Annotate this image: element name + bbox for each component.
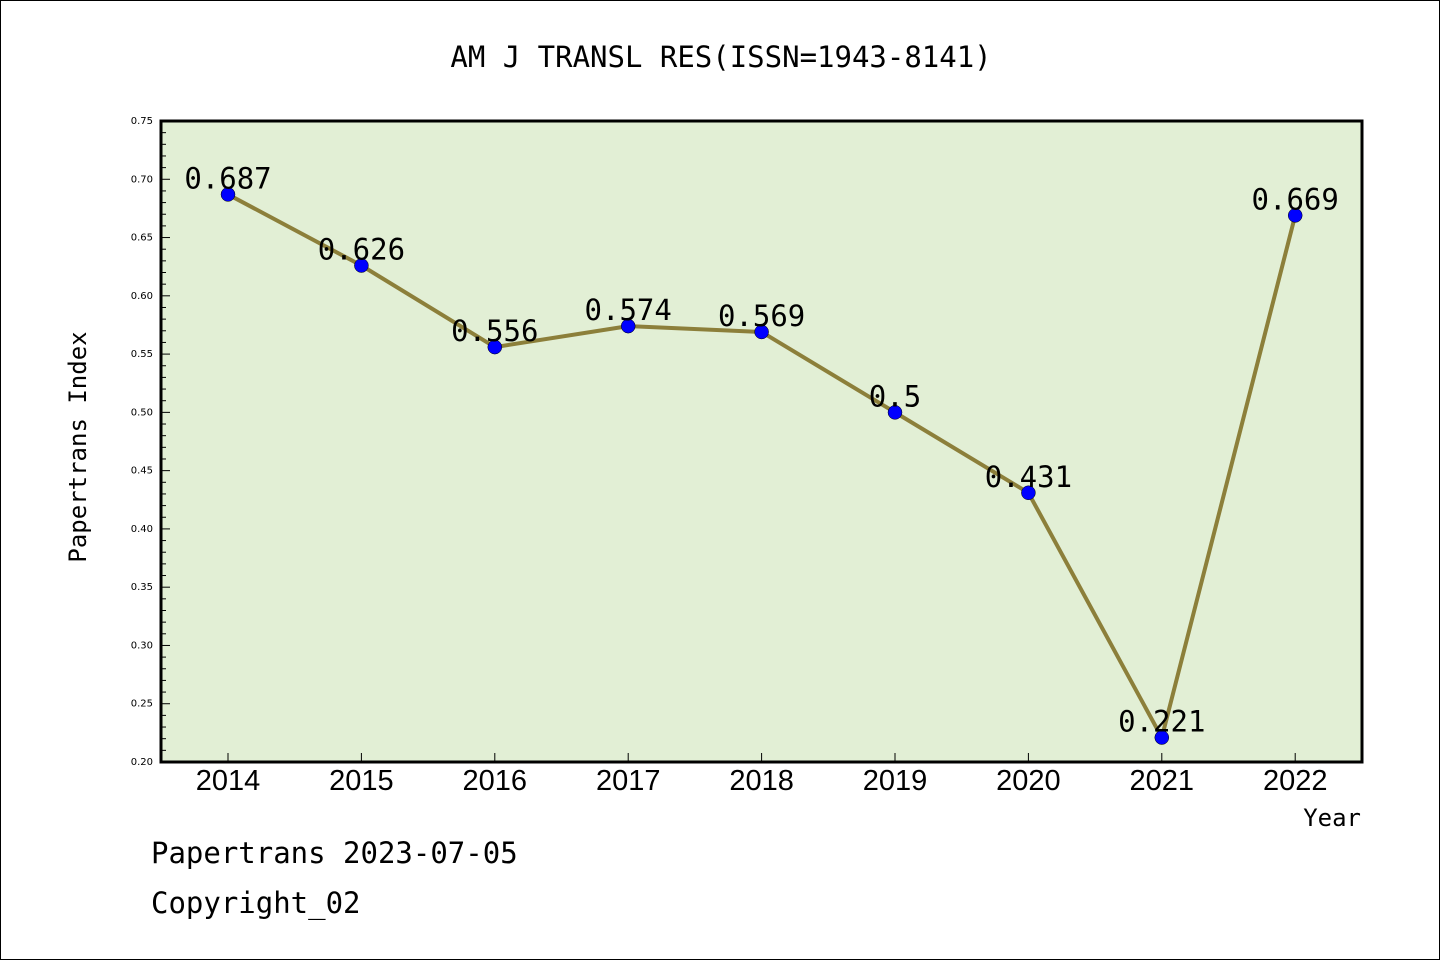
x-tick-label: 2016 <box>463 765 528 797</box>
y-tick-label: 0.20 <box>131 757 153 768</box>
data-point <box>354 258 369 273</box>
y-tick-label: 0.75 <box>131 116 153 127</box>
y-tick-label: 0.65 <box>131 233 153 244</box>
y-tick-label: 0.30 <box>131 640 153 651</box>
y-tick-label: 0.50 <box>131 407 153 418</box>
y-tick-label: 0.70 <box>131 174 153 185</box>
copyright-text: Copyright_02 <box>151 886 361 920</box>
data-label: 0.626 <box>318 233 405 267</box>
data-label: 0.5 <box>869 379 921 413</box>
x-tick-label: 2021 <box>1130 765 1195 797</box>
series-layer: 0.687 0.626 0.556 0.574 0.569 0.5 0.431 0.221 0.… <box>184 161 1339 745</box>
x-tick-label: 2020 <box>996 765 1061 797</box>
x-axis: 2014 2015 2016 2017 2018 2019 2020 2021 2022 <box>196 753 1328 797</box>
y-tick-label: 0.40 <box>131 524 153 535</box>
data-label: 0.669 <box>1252 182 1339 216</box>
data-label: 0.569 <box>718 299 805 333</box>
data-point <box>1021 485 1036 501</box>
y-tick-label: 0.35 <box>131 582 153 593</box>
y-tick-label: 0.55 <box>131 349 153 360</box>
x-tick-label: 2015 <box>329 765 394 797</box>
y-axis: 0.20 0.25 0.30 0.35 0.40 0.45 0.50 0.55 0.60 0.65… <box>131 116 170 768</box>
source-date-text: Papertrans 2023-07-05 <box>151 836 518 870</box>
y-tick-label: 0.45 <box>131 466 153 477</box>
x-tick-label: 2019 <box>863 765 928 797</box>
y-tick-label: 0.60 <box>131 291 153 302</box>
y-tick-label: 0.25 <box>131 699 153 710</box>
data-point <box>487 339 503 355</box>
x-tick-label: 2022 <box>1263 765 1328 797</box>
data-label: 0.221 <box>1118 705 1205 739</box>
data-point <box>620 318 636 334</box>
x-tick-label: 2014 <box>196 765 261 797</box>
data-point <box>220 187 236 202</box>
data-label: 0.431 <box>985 460 1072 494</box>
chart-title: AM J TRANSL RES(ISSN=1943-8141) <box>450 40 991 74</box>
data-point <box>1287 208 1303 223</box>
data-point <box>1154 730 1170 745</box>
data-label: 0.687 <box>184 161 271 195</box>
y-axis-label: Papertrans Index <box>64 331 92 562</box>
data-label: 0.556 <box>451 314 538 348</box>
data-point <box>754 324 769 340</box>
x-tick-label: 2018 <box>729 765 794 797</box>
data-point <box>887 405 903 420</box>
plot-area <box>159 119 1364 764</box>
x-axis-label: Year <box>1303 804 1361 832</box>
x-tick-label: 2017 <box>596 765 661 797</box>
data-label: 0.574 <box>585 293 672 327</box>
